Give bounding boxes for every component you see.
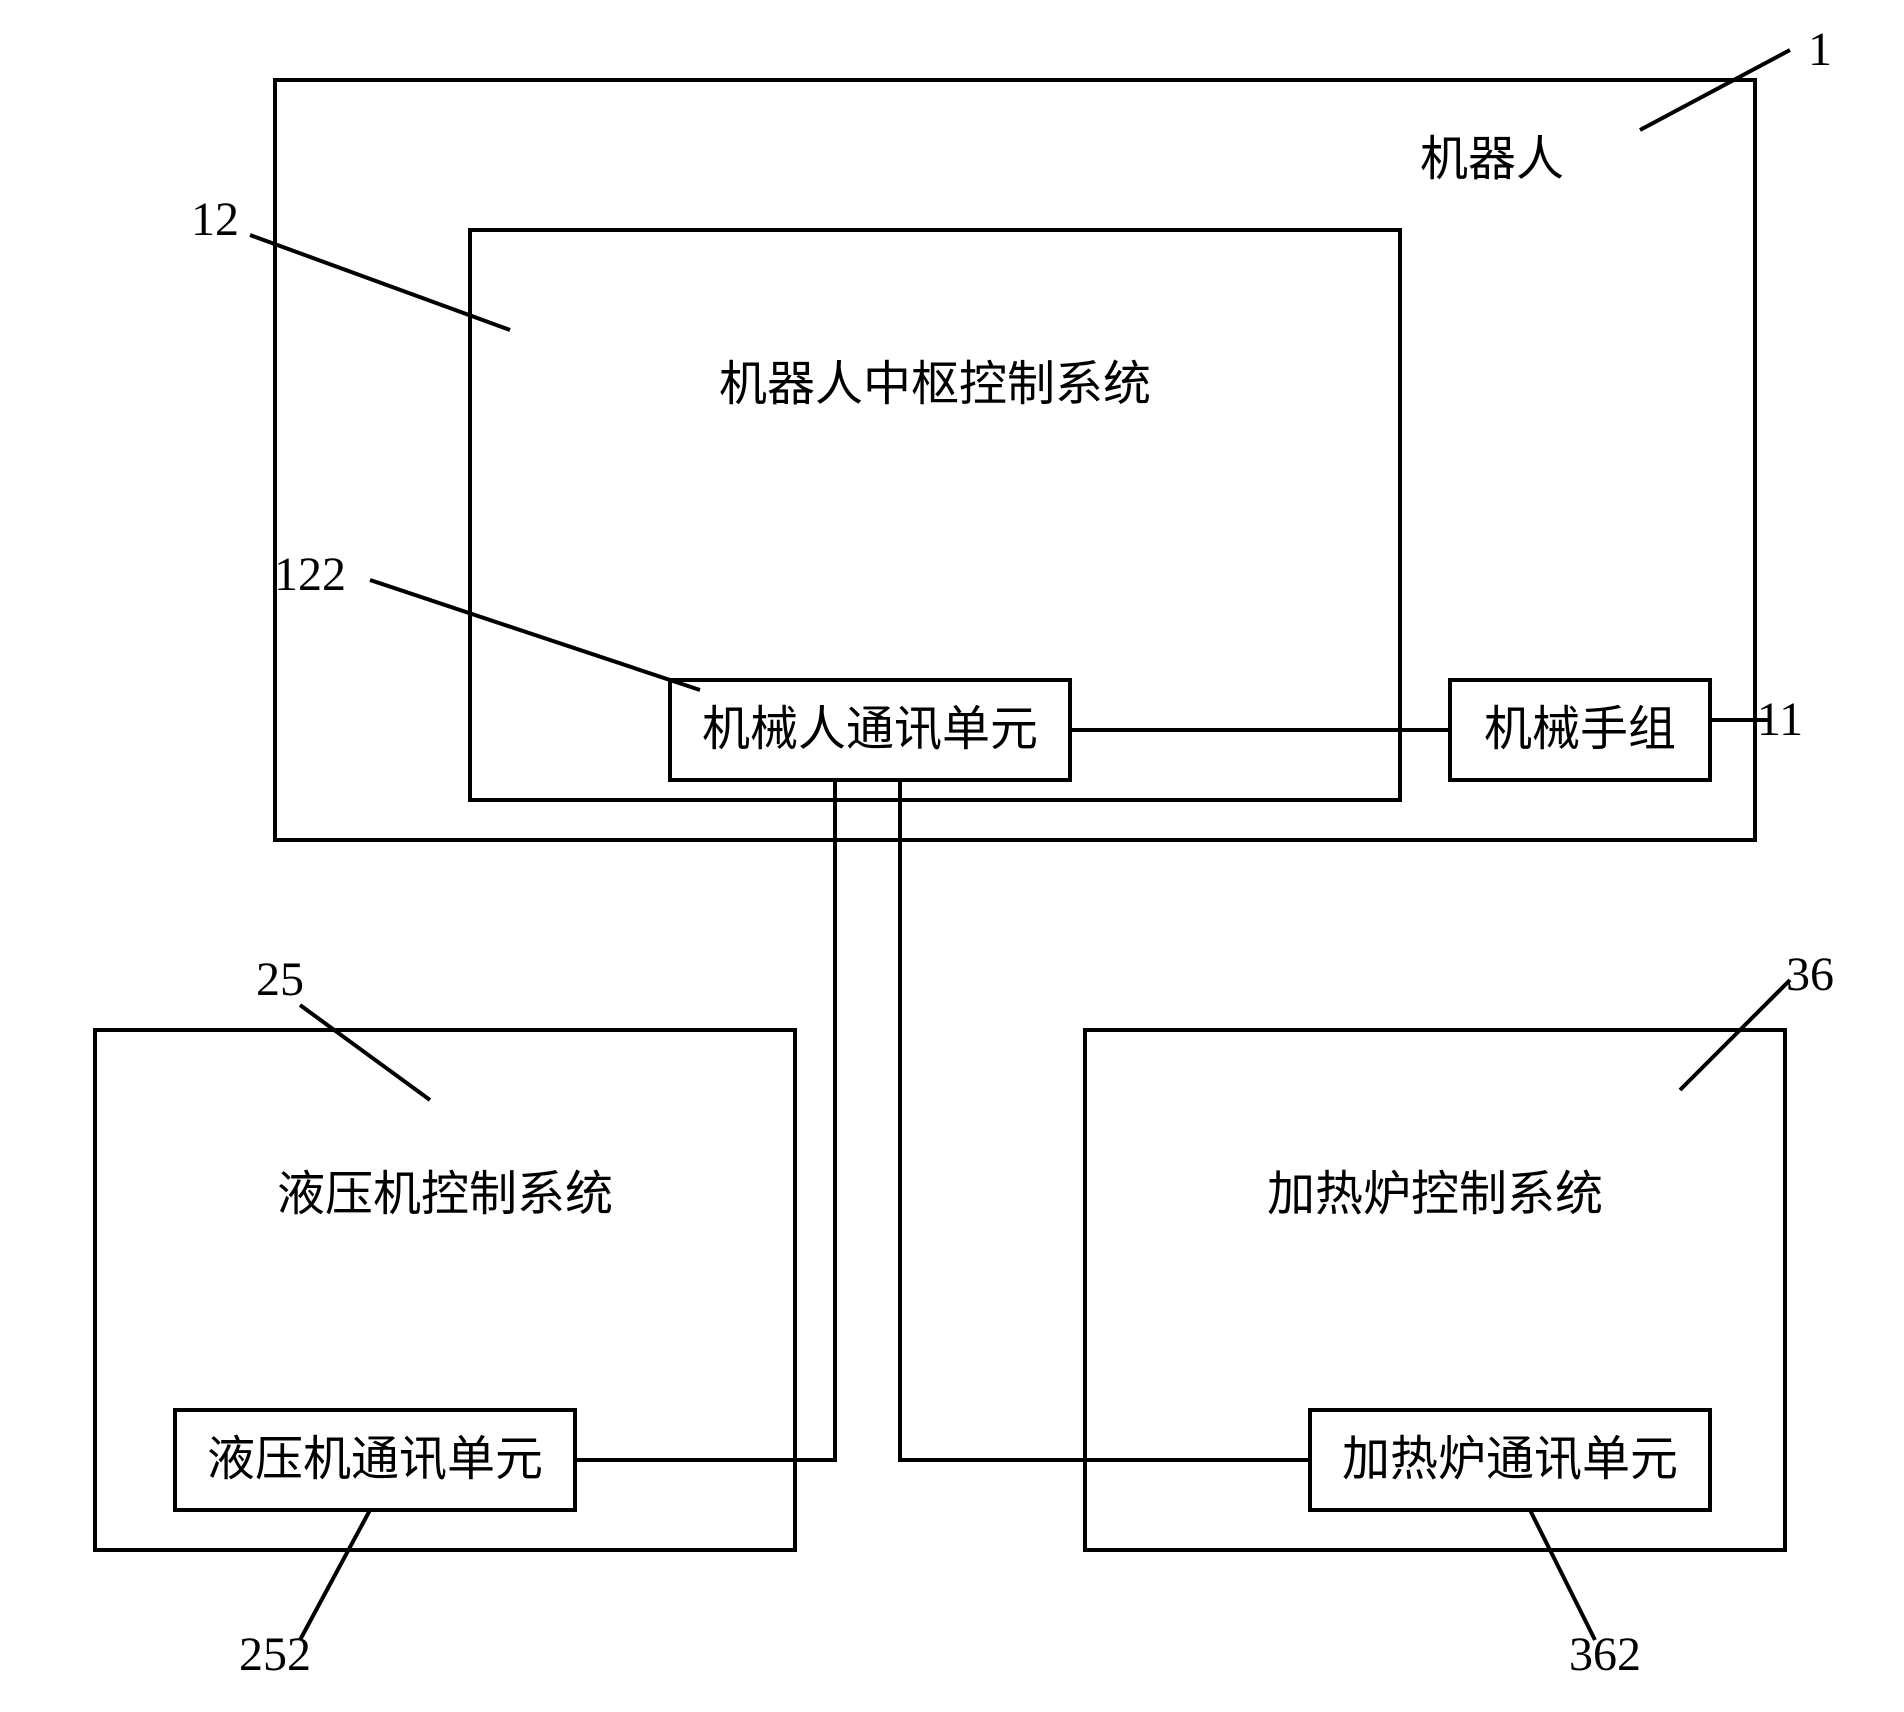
id-central_ctrl: 12 — [191, 193, 239, 246]
label-furnace_comm: 加热炉通讯单元 — [1342, 1433, 1678, 1486]
connection-1 — [795, 780, 835, 1460]
leader-furnace_ctrl — [1680, 980, 1790, 1090]
label-central_ctrl: 机器人中枢控制系统 — [719, 358, 1151, 411]
id-press_comm: 252 — [239, 1628, 311, 1681]
id-robot_comm: 122 — [274, 548, 346, 601]
leader-press_comm — [300, 1510, 370, 1640]
label-press_ctrl: 液压机控制系统 — [277, 1168, 613, 1221]
leader-robot_outer — [1640, 50, 1790, 130]
label-robot_outer: 机器人 — [1420, 133, 1564, 186]
id-manipulator: 11 — [1757, 693, 1803, 746]
id-robot_outer: 1 — [1808, 23, 1832, 76]
id-press_ctrl: 25 — [256, 953, 304, 1006]
label-press_comm: 液压机通讯单元 — [207, 1433, 543, 1486]
connection-2 — [900, 780, 1085, 1460]
label-manipulator: 机械手组 — [1484, 703, 1676, 756]
id-furnace_ctrl: 36 — [1786, 948, 1834, 1001]
id-furnace_comm: 362 — [1569, 1628, 1641, 1681]
leader-press_ctrl — [300, 1005, 430, 1100]
label-furnace_ctrl: 加热炉控制系统 — [1267, 1168, 1603, 1221]
diagram-canvas: 机器人 1 机器人中枢控制系统 12 机械人通讯单元 122 机械手组 11 液压机控制系统 25… — [0, 0, 1904, 1712]
leader-furnace_comm — [1530, 1510, 1595, 1640]
label-robot_comm: 机械人通讯单元 — [702, 703, 1038, 756]
leader-robot_comm — [370, 580, 700, 690]
